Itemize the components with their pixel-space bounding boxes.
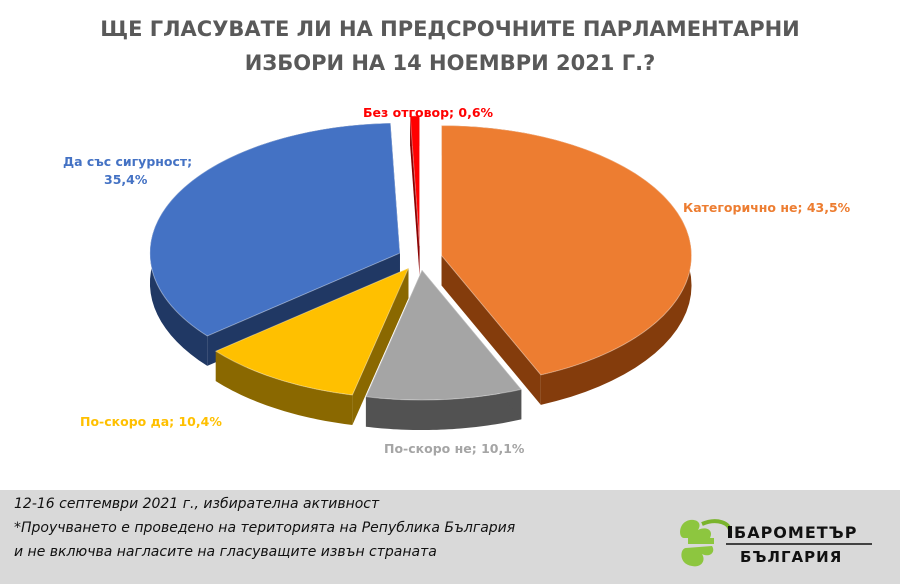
slice-no-answer [409,115,421,246]
footer-panel: 12-16 септември 2021 г., избирателна акт… [0,490,900,584]
slice-label-no-answer: Без отговор; 0,6% [363,105,494,120]
svg-text:БЪЛГАРИЯ: БЪЛГАРИЯ [740,548,842,566]
slice-label-categorically-no: Категорично не; 43,5% [683,200,851,215]
slice-categorically-no [441,125,693,376]
chart-title-line-2: ИЗБОРИ НА 14 НОЕМВРИ 2021 Г.? [244,51,656,75]
barometer-bulgaria-logo: БАРОМЕТЪР БЪЛГАРИЯ [680,519,872,567]
svg-text:БАРОМЕТЪР: БАРОМЕТЪР [734,523,857,542]
chart-title-line-1: ЩЕ ГЛАСУВАТЕ ЛИ НА ПРЕДСРОЧНИТЕ ПАРЛАМЕН… [100,17,800,41]
footer-note-territory: *Проучването е проведено на територията … [14,520,516,536]
slice-rather-no [365,269,523,401]
slice-label-rather-yes: По-скоро да; 10,4% [80,414,222,429]
pie-chart [149,115,693,431]
slice-rather-yes [214,267,410,396]
slice-label-surely-yes-line-1: Да със сигурност; [63,154,193,169]
slice-label-surely-yes-line-2: 35,4% [104,172,148,187]
footer-note-abroad: и не включва нагласите на гласуващите из… [14,544,437,560]
slice-label-rather-no: По-скоро не; 10,1% [384,441,525,456]
footer-note-date: 12-16 септември 2021 г., избирателна акт… [14,496,380,512]
logo-emblem-icon [680,519,733,567]
slice-surely-yes [149,122,401,337]
